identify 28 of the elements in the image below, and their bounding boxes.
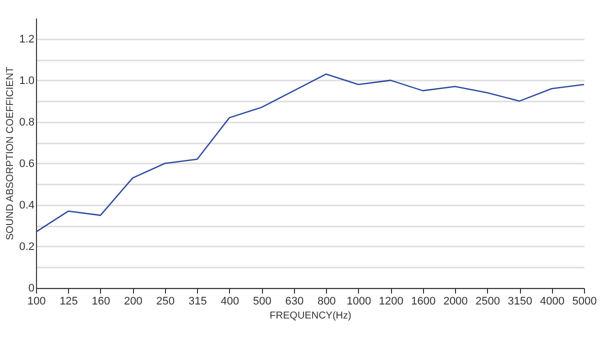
x-tick-label: 500 xyxy=(252,296,272,308)
y-tick-label: 0.2 xyxy=(19,240,34,253)
x-tick-label: 800 xyxy=(317,296,336,308)
x-tick-label: 250 xyxy=(156,296,175,308)
x-tick-label: 4000 xyxy=(540,296,565,308)
x-tick-label: 3150 xyxy=(508,296,532,308)
x-tick-label: 1000 xyxy=(346,296,372,308)
y-tick-label: 1.2 xyxy=(19,33,34,46)
y-tick-label: 0.8 xyxy=(19,116,34,128)
x-tick-label: 200 xyxy=(124,296,142,308)
x-tick-label: 1200 xyxy=(378,296,404,308)
x-tick-label: 5000 xyxy=(572,296,597,308)
x-tick-label: 315 xyxy=(188,296,207,308)
x-tick-label: 400 xyxy=(220,296,240,308)
x-tick-label: 2000 xyxy=(443,296,468,308)
x-tick-label: 630 xyxy=(285,296,304,308)
x-tick-label: 2500 xyxy=(476,296,500,308)
y-axis-title: SOUND ABSORPTION COEFFICIENT xyxy=(5,66,16,240)
x-tick-label: 1600 xyxy=(411,296,436,308)
x-axis-title: FREQUENCY(Hz) xyxy=(270,310,352,322)
x-tick-label: 125 xyxy=(60,296,78,308)
x-tick-label: 100 xyxy=(27,296,46,308)
y-tick-label: 0.4 xyxy=(19,199,34,212)
line-series xyxy=(35,73,585,233)
y-tick-label: 0 xyxy=(28,282,34,294)
y-tick-label: 1.0 xyxy=(19,74,34,87)
y-tick-label: 0.6 xyxy=(19,158,34,170)
x-tick-label: 160 xyxy=(92,296,110,308)
